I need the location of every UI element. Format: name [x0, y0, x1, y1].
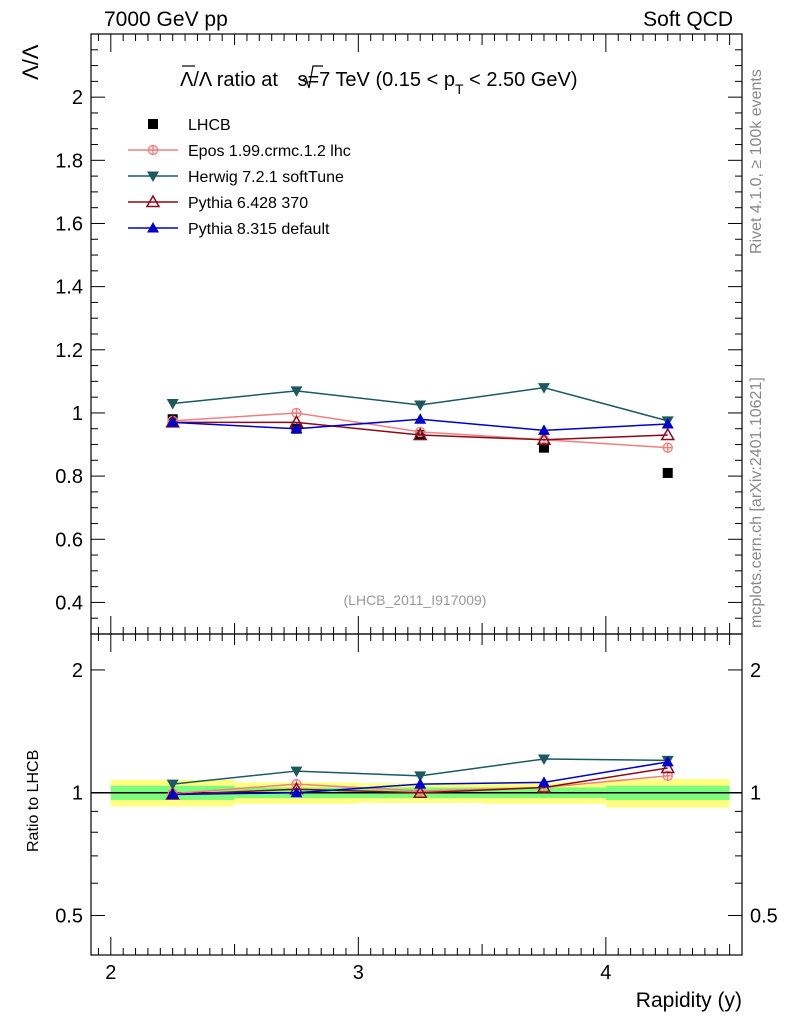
header-right: Soft QCD — [643, 8, 733, 31]
title-sub: T — [455, 81, 464, 97]
legend-label-3: Pythia 6.428 370 — [188, 195, 308, 212]
ratio-point-1-3 — [537, 754, 550, 765]
title-energy: =7 TeV (0.15 < p — [307, 69, 455, 91]
main-point-2-3 — [537, 383, 550, 394]
ratio-point-1-1 — [290, 766, 303, 778]
ratio-xtick-label: 4 — [600, 962, 611, 984]
title-ratio: Λ/Λ ratio at — [180, 69, 283, 91]
legend-marker-3 — [145, 194, 161, 208]
main-point-3-2 — [412, 427, 428, 441]
ratio-xtick-label: 2 — [105, 962, 116, 984]
main-point-3-4 — [660, 427, 676, 441]
main-ytick-label: 1.8 — [55, 150, 83, 172]
main-point-0-4 — [662, 467, 673, 478]
main-ytick-label: 0.4 — [55, 592, 83, 614]
main-point-2-2 — [414, 400, 427, 412]
main-point-4-1 — [290, 422, 303, 434]
legend-marker-4 — [147, 222, 159, 233]
title-range: < 2.50 GeV) — [464, 69, 578, 91]
main-point-0-3 — [538, 442, 549, 453]
ratio-ytick-label-right: 1 — [750, 783, 761, 805]
ratio-ytick-label: 1 — [72, 783, 83, 805]
ratio-ytick-label-right: 2 — [750, 660, 761, 682]
title-sqrt-s: s — [297, 69, 307, 91]
main-point-4-2 — [414, 413, 427, 424]
main-ytick-label: 1.6 — [55, 213, 83, 235]
ratio-ytick-label: 0.5 — [55, 905, 83, 927]
ratio-xtick-label: 3 — [353, 962, 364, 984]
main-y-axis-title: Λ/Λ — [18, 44, 43, 80]
main-ytick-label: 1.4 — [55, 277, 83, 299]
main-point-1-4 — [662, 442, 673, 453]
legend-marker-0 — [148, 119, 158, 129]
main-ytick-label: 0.8 — [55, 466, 83, 488]
ratio-point-1-2 — [414, 771, 427, 782]
legend-label-0: LHCB — [188, 117, 231, 134]
ratio-point-3-2 — [414, 778, 427, 789]
ratio-point-2-4 — [660, 760, 676, 774]
main-ytick-label: 1.2 — [55, 340, 83, 362]
main-point-4-3 — [537, 424, 550, 435]
ratio-point-2-2 — [412, 785, 428, 798]
ratio-point-3-3 — [537, 776, 550, 787]
legend-marker-2 — [147, 171, 159, 182]
header-left: 7000 GeV pp — [104, 8, 228, 31]
ratio-frame — [90, 633, 743, 956]
ratio-point-3-0 — [166, 788, 179, 799]
main-point-4-0 — [166, 416, 179, 427]
main-ytick-label: 2 — [72, 87, 83, 109]
main-title: Λ/Λ ratio at s=7 TeV (0.15 < pT < 2.50 G… — [180, 69, 578, 97]
ratio-ytick-label-right: 0.5 — [750, 905, 778, 927]
main-ytick-label: 1 — [72, 403, 83, 425]
main-series-line-3 — [172, 421, 668, 441]
main-ytick-label: 0.6 — [55, 529, 83, 551]
main-point-2-0 — [166, 398, 179, 410]
ratio-point-1-0 — [166, 779, 179, 791]
ratio-point-3-4 — [661, 755, 674, 767]
legend-label-4: Pythia 8.315 default — [188, 221, 330, 238]
legend-marker-1 — [147, 144, 159, 156]
analysis-tag: (LHCB_2011_I917009) — [344, 592, 487, 608]
ratio-point-3-1 — [290, 786, 303, 798]
main-point-3-3 — [536, 432, 552, 446]
title-sqrt-sign — [302, 65, 323, 89]
ratio-y-axis-title: Ratio to LHCB — [25, 750, 42, 852]
main-point-4-4 — [661, 418, 674, 429]
main-point-2-1 — [290, 386, 303, 397]
legend-label-2: Herwig 7.2.1 softTune — [188, 169, 344, 186]
ratio-series-line-2 — [172, 767, 668, 796]
legend-label-1: Epos 1.99.crmc.1.2 lhc — [188, 143, 351, 160]
ratio-ytick-label: 2 — [72, 660, 83, 682]
x-axis-title: Rapidity (y) — [636, 989, 742, 1012]
